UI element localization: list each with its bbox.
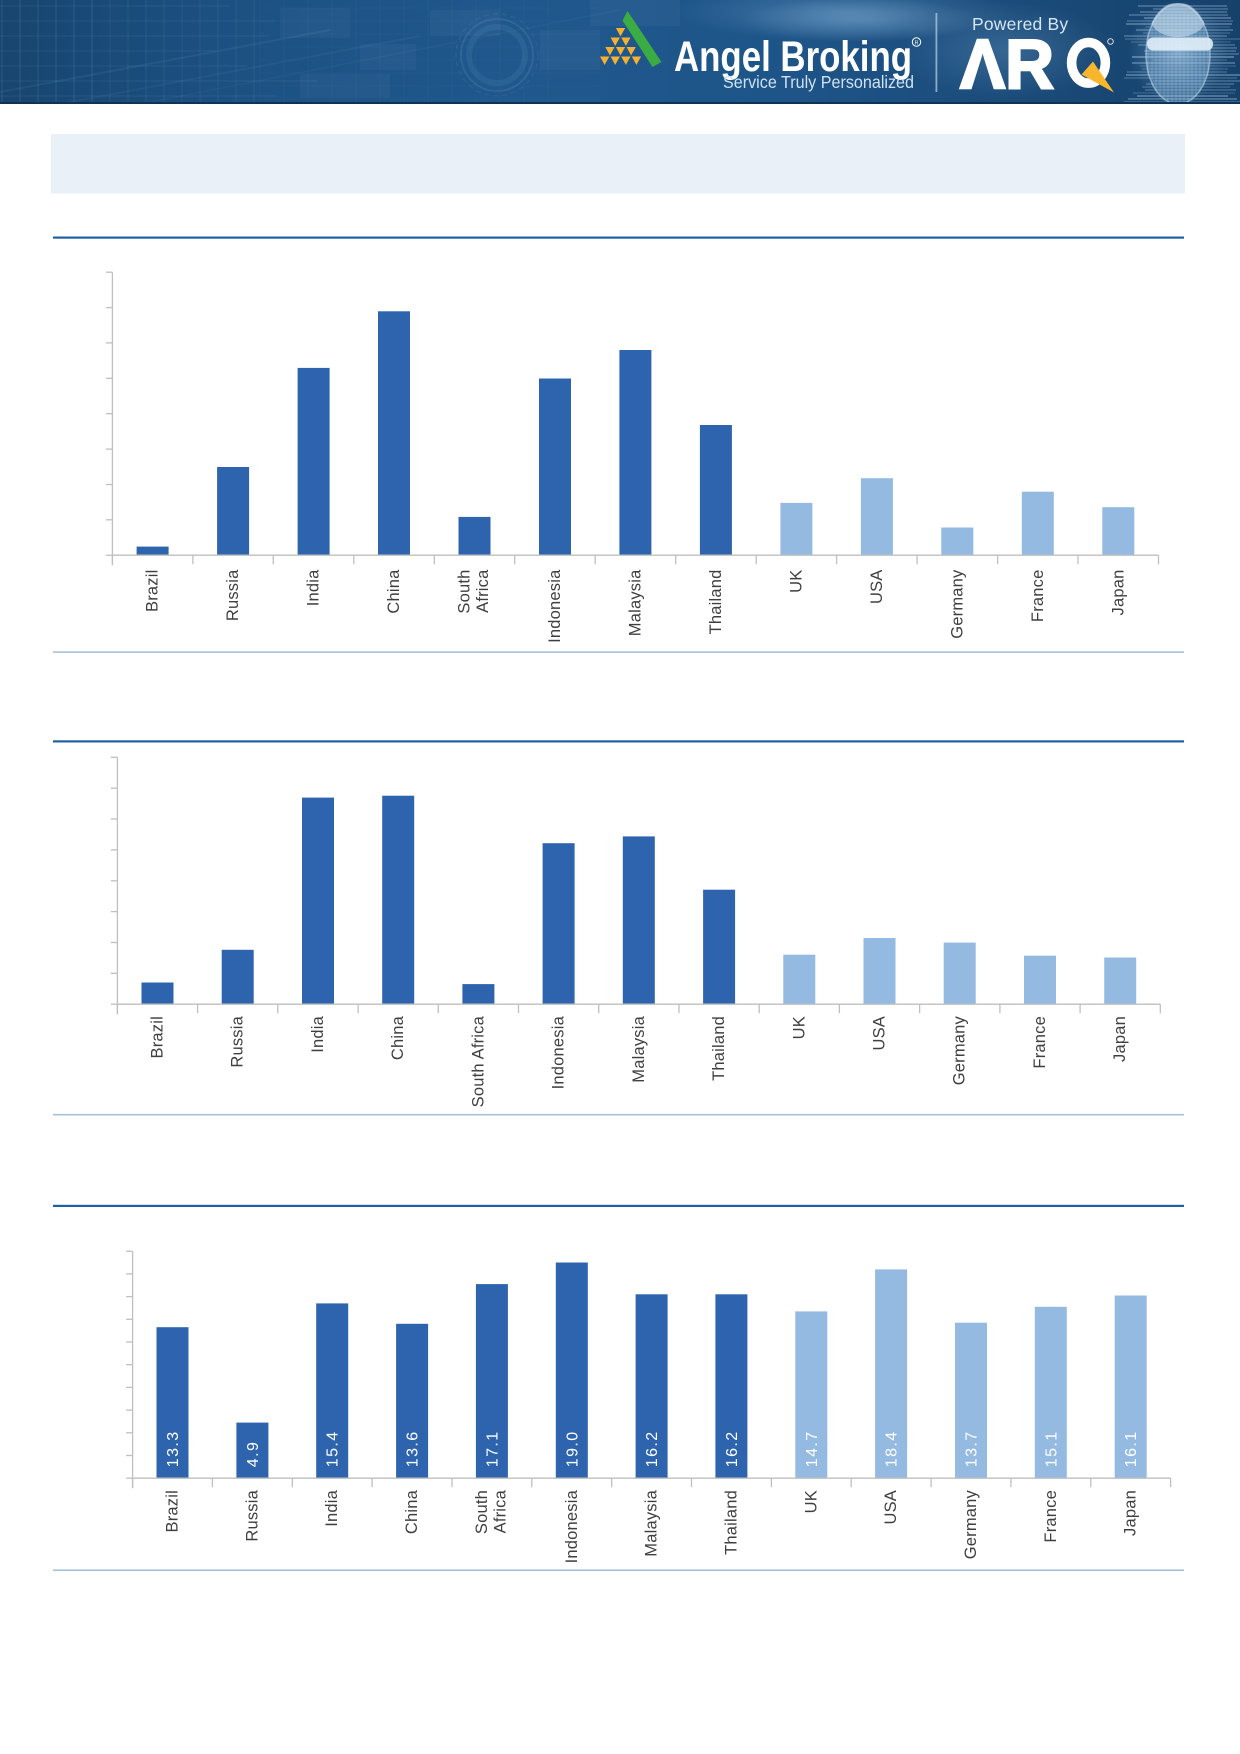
svg-text:Japan: Japan [1109,570,1127,616]
svg-text:13.7: 13.7 [964,1430,981,1467]
svg-text:Angel Broking: Angel Broking [674,33,912,81]
svg-text:R: R [915,41,919,47]
svg-text:19.0: 19.0 [564,1430,581,1467]
svg-text:Thailand: Thailand [707,570,725,635]
svg-text:14.7: 14.7 [804,1430,821,1467]
svg-text:Japan: Japan [1111,1016,1129,1062]
svg-text:15.1: 15.1 [1043,1430,1060,1467]
svg-text:Russia: Russia [243,1489,261,1541]
svg-text:China: China [385,569,403,614]
svg-text:4.9: 4.9 [245,1441,262,1467]
svg-text:Brazil: Brazil [149,1016,167,1058]
svg-text:15.4: 15.4 [325,1430,342,1467]
svg-text:South: South [473,1490,491,1534]
svg-text:Germany: Germany [948,569,966,639]
svg-text:India: India [309,1015,327,1052]
svg-text:Malaysia: Malaysia [626,569,644,636]
svg-text:Indonesia: Indonesia [546,569,564,643]
svg-text:Indonesia: Indonesia [550,1015,568,1089]
svg-text:France: France [1031,1016,1049,1069]
svg-text:Brazil: Brazil [164,1490,182,1532]
svg-text:17.1: 17.1 [484,1430,501,1467]
svg-text:Powered By: Powered By [972,14,1068,34]
svg-text:Indonesia: Indonesia [563,1489,581,1563]
svg-text:Russia: Russia [229,1015,247,1067]
svg-text:Malaysia: Malaysia [643,1489,661,1556]
svg-text:16.2: 16.2 [644,1430,661,1467]
svg-text:UK: UK [790,1016,808,1039]
svg-text:India: India [305,569,323,606]
svg-text:USA: USA [882,1490,900,1525]
svg-text:Thailand: Thailand [710,1016,728,1081]
svg-text:USA: USA [871,1016,889,1051]
svg-text:USA: USA [868,570,886,605]
svg-text:Africa: Africa [474,569,492,613]
svg-text:Japan: Japan [1122,1490,1140,1536]
svg-text:India: India [323,1489,341,1526]
svg-text:18.4: 18.4 [884,1430,901,1467]
svg-text:13.6: 13.6 [405,1430,422,1467]
svg-text:ΛR: ΛR [960,25,1054,103]
svg-text:Germany: Germany [962,1489,980,1559]
svg-text:13.3: 13.3 [165,1430,182,1467]
svg-text:UK: UK [802,1490,820,1513]
svg-text:China: China [389,1015,407,1060]
svg-text:France: France [1029,570,1047,623]
svg-text:South: South [456,570,474,614]
svg-text:Russia: Russia [224,569,242,621]
svg-text:South Africa: South Africa [469,1015,487,1107]
svg-text:France: France [1042,1490,1060,1543]
svg-text:UK: UK [787,570,805,593]
svg-text:16.1: 16.1 [1123,1430,1140,1467]
svg-text:Brazil: Brazil [144,570,162,612]
svg-text:China: China [403,1489,421,1534]
svg-text:Malaysia: Malaysia [630,1015,648,1082]
svg-text:Service Truly Personalized: Service Truly Personalized [723,72,914,92]
svg-text:Germany: Germany [951,1015,969,1085]
svg-text:Africa: Africa [491,1489,509,1533]
svg-text:16.2: 16.2 [724,1430,741,1467]
svg-text:Thailand: Thailand [722,1490,740,1555]
